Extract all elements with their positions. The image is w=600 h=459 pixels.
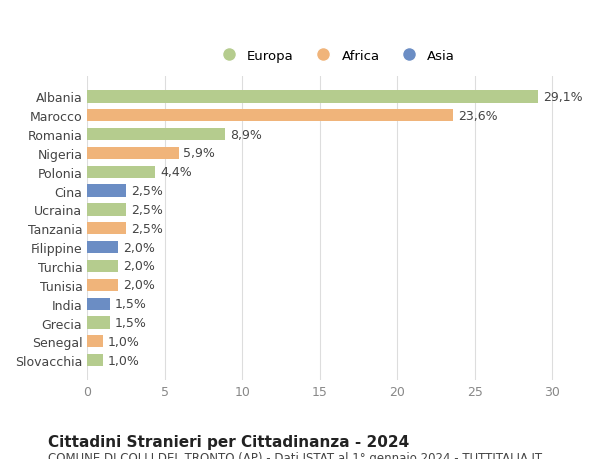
Text: COMUNE DI COLLI DEL TRONTO (AP) - Dati ISTAT al 1° gennaio 2024 - TUTTITALIA.IT: COMUNE DI COLLI DEL TRONTO (AP) - Dati I… (48, 451, 542, 459)
Text: 2,5%: 2,5% (131, 222, 163, 235)
Bar (87, 279, 118, 291)
Text: 1,5%: 1,5% (115, 297, 147, 310)
Bar (87, 166, 155, 179)
Bar (87, 147, 179, 160)
Text: 2,0%: 2,0% (123, 241, 155, 254)
Bar (87, 204, 126, 216)
Text: 5,9%: 5,9% (184, 147, 215, 160)
Text: 4,4%: 4,4% (160, 166, 192, 179)
Bar (87, 241, 118, 254)
Text: 1,5%: 1,5% (115, 316, 147, 329)
Text: 2,0%: 2,0% (123, 279, 155, 291)
Text: 8,9%: 8,9% (230, 128, 262, 141)
Text: 1,0%: 1,0% (107, 335, 139, 348)
Text: 23,6%: 23,6% (458, 110, 497, 123)
Text: 2,0%: 2,0% (123, 260, 155, 273)
Bar (87, 354, 103, 367)
Bar (87, 91, 538, 103)
Bar (87, 129, 225, 141)
Text: 2,5%: 2,5% (131, 185, 163, 198)
Bar (87, 298, 110, 310)
Bar (87, 336, 103, 348)
Legend: Europa, Africa, Asia: Europa, Africa, Asia (210, 45, 460, 68)
Text: Cittadini Stranieri per Cittadinanza - 2024: Cittadini Stranieri per Cittadinanza - 2… (48, 434, 409, 449)
Bar (87, 317, 110, 329)
Bar (87, 223, 126, 235)
Text: 29,1%: 29,1% (543, 91, 583, 104)
Text: 2,5%: 2,5% (131, 203, 163, 217)
Bar (87, 260, 118, 273)
Bar (87, 185, 126, 197)
Bar (87, 110, 453, 122)
Text: 1,0%: 1,0% (107, 354, 139, 367)
